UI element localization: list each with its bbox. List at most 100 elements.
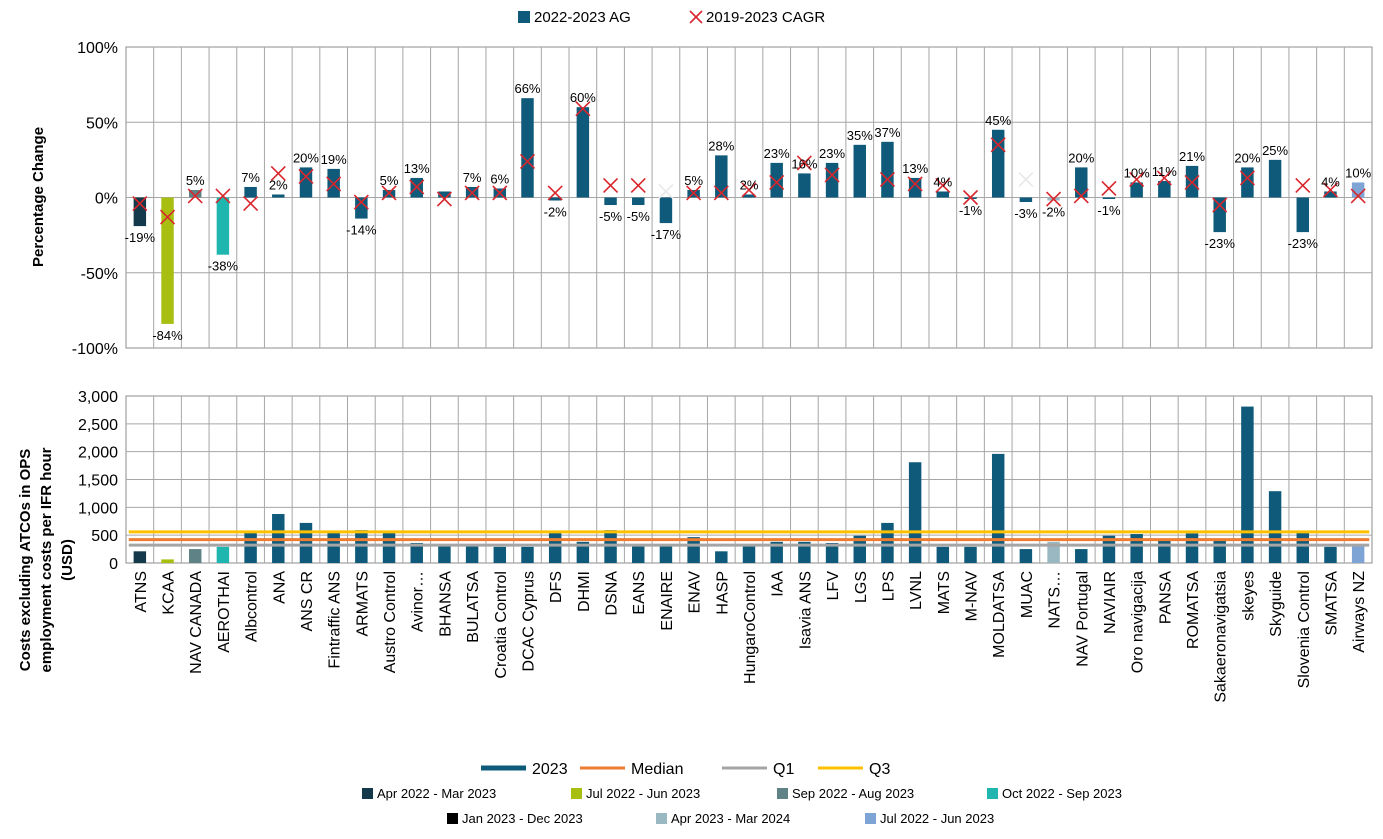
cagr-marker-stroke [132, 195, 148, 212]
top-data-label: 28% [708, 138, 734, 153]
top-data-label: 7% [463, 170, 482, 185]
bottom-bar [742, 546, 756, 563]
x-tick-label: M-NAV [964, 571, 981, 622]
top-bar [715, 155, 728, 198]
top-legend: 2022-2023 AG 2019-2023 CAGR [518, 9, 825, 26]
bottom-y-tick-label: 1,000 [78, 500, 118, 517]
legend-period-swatch [865, 813, 876, 824]
bottom-y-tick-label: 1,500 [78, 473, 118, 490]
legend-period-label: Jul 2022 - Jun 2023 [586, 786, 700, 801]
cagr-marker-stroke [630, 177, 646, 194]
x-tick-label: Albcontrol [244, 571, 261, 642]
cagr-marker-stroke [1129, 171, 1145, 188]
top-bar [604, 197, 617, 206]
cagr-marker-stroke [686, 185, 702, 201]
bottom-y-ticks: 3,000 2,500 2,000 1,500 1,000 500 0 [78, 389, 118, 573]
cagr-marker-stroke [713, 185, 729, 201]
cagr-marker-stroke [907, 176, 923, 192]
bottom-bar [770, 541, 783, 563]
cagr-marker-stroke [436, 191, 452, 207]
legend-cagr-label: 2019-2023 CAGR [706, 9, 825, 26]
bottom-bar [1351, 544, 1365, 563]
legend-period-swatch [777, 788, 788, 799]
cagr-marker-stroke [879, 171, 896, 188]
top-data-label: 45% [985, 113, 1011, 128]
top-bar [1324, 191, 1337, 198]
x-tick-label: Croatia Control [493, 571, 510, 679]
top-data-label: 6% [490, 171, 509, 186]
cagr-marker-stroke [1322, 182, 1339, 198]
top-bar [548, 197, 562, 201]
cagr-marker-stroke [1101, 180, 1117, 197]
bottom-y-tick-label: 2,500 [78, 417, 118, 434]
top-bar [1158, 180, 1171, 198]
bottom-bar [991, 453, 1005, 563]
top-y-tick-label: 50% [86, 115, 118, 132]
x-tick-label: Oro navigacija [1130, 571, 1147, 673]
top-bar [161, 197, 174, 324]
cagr-marker-stroke [1018, 171, 1034, 188]
top-y-tick-label: 0% [95, 191, 118, 208]
top-data-label: -84% [152, 328, 183, 343]
top-data-label: -23% [1205, 236, 1236, 251]
bottom-y-tick-label: 0 [109, 556, 118, 573]
x-tick-label: Sakaeronavigatsia [1213, 571, 1230, 703]
cagr-marker-stroke [1073, 188, 1089, 204]
top-bar [438, 191, 451, 198]
top-bar [1268, 159, 1282, 198]
top-bar [798, 173, 811, 198]
top-bar [742, 194, 756, 198]
cagr-marker-stroke [935, 177, 951, 194]
legend-period-swatch [656, 813, 667, 824]
legend-line-label: 2023 [532, 761, 568, 778]
top-data-label: -3% [1014, 206, 1038, 221]
bottom-chart: 3,000 2,500 2,000 1,500 1,000 500 0 ATNS KCAA NA… [17, 389, 1373, 703]
bottom-y-axis-title-line: Costs excluding ATCOs in OPS [17, 449, 34, 672]
bottom-bar [632, 546, 645, 563]
bottom-bar [161, 559, 174, 563]
cagr-marker-stroke [187, 188, 203, 204]
top-bar [936, 191, 950, 198]
bottom-y-axis-title-text: Costs excluding ATCOs in OPS employment c… [17, 447, 76, 672]
bottom-bar [659, 546, 673, 563]
cagr-marker-stroke [353, 194, 369, 210]
x-tick-label: SMATSA [1323, 571, 1340, 636]
x-tick-label: NAV CANADA [188, 571, 205, 674]
top-data-label: 35% [847, 128, 873, 143]
bottom-y-axis-title-line: (USD) [59, 539, 76, 581]
bottom-bar [687, 537, 700, 563]
top-data-label: -5% [627, 209, 651, 224]
x-tick-label: Austro Control [382, 571, 399, 673]
cagr-marker-stroke [326, 176, 342, 192]
x-tick-label: LPS [880, 571, 897, 601]
x-tick-label: ANA [271, 571, 288, 604]
top-data-label: 66% [514, 81, 540, 96]
legend-period-swatch [987, 788, 998, 799]
legend-line-label: Q1 [773, 761, 794, 778]
top-bar [1130, 182, 1143, 198]
top-y-ticks: 100% 50% 0% -50% -100% [72, 40, 118, 358]
legend-period-swatch [447, 813, 458, 824]
cagr-marker-stroke [796, 155, 812, 171]
top-bars [133, 98, 1365, 324]
bottom-y-tick-label: 2,000 [78, 445, 118, 462]
cagr-marker-stroke [519, 153, 536, 169]
x-tick-label: DHMI [576, 571, 593, 612]
bottom-bar [1268, 491, 1282, 563]
legend-period-label: Apr 2023 - Mar 2024 [671, 811, 790, 826]
legend-period-label: Oct 2022 - Sep 2023 [1002, 786, 1122, 801]
top-data-label: -14% [346, 223, 377, 238]
bottom-bar [133, 551, 147, 563]
bottom-bar [798, 541, 811, 563]
top-y-tick-label: -100% [72, 341, 118, 358]
x-tick-label: AEROTHAI [216, 571, 233, 653]
bottom-bar [299, 522, 313, 563]
x-tick-label: ENAV [687, 571, 704, 614]
top-data-label: 2% [740, 177, 759, 192]
x-tick-label: PANSA [1157, 571, 1174, 624]
cagr-marker-stroke [1212, 197, 1228, 213]
top-data-label: -2% [1042, 205, 1066, 220]
legend-period-label: Jan 2023 - Dec 2023 [462, 811, 583, 826]
bottom-bar [382, 532, 396, 563]
top-bar [521, 98, 534, 198]
